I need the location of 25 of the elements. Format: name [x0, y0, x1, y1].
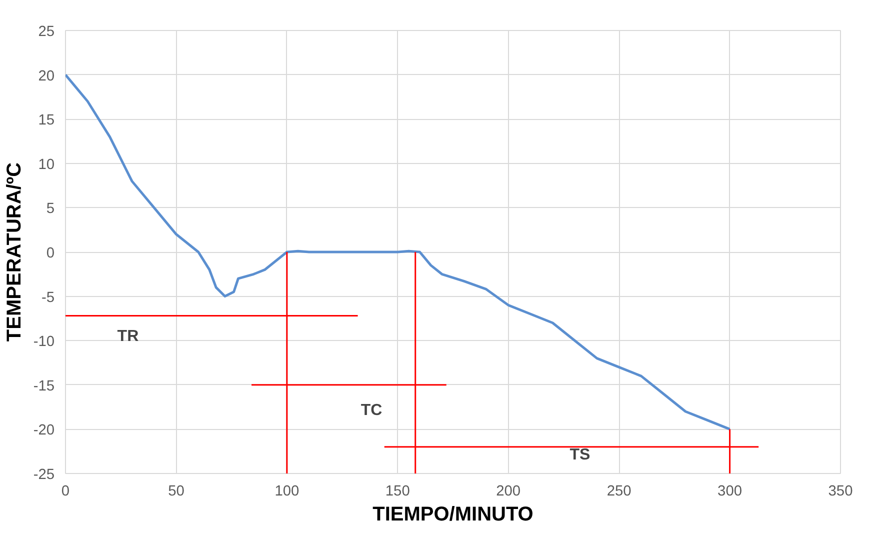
annotation: TC — [360, 402, 383, 419]
y-tick-label: -10 — [33, 334, 55, 350]
annotation: TR — [117, 328, 140, 345]
x-tick-label: 100 — [274, 484, 300, 500]
x-tick-label: 150 — [385, 484, 410, 500]
y-tick-label: 15 — [38, 112, 55, 129]
y-tick-label: -15 — [33, 378, 55, 394]
annotation: TS — [570, 446, 590, 464]
y-axis-title: TEMPERATURA/ºC — [3, 162, 26, 342]
x-tick-label: 250 — [606, 484, 632, 500]
y-tick-label: 0 — [46, 246, 55, 262]
y-tick-label: -5 — [41, 290, 55, 306]
x-axis-title: TIEMPO/MINUTO — [372, 504, 534, 526]
x-tick-label: 50 — [168, 484, 184, 500]
x-tick-label: 0 — [61, 484, 70, 500]
y-tick-label: 10 — [38, 156, 55, 173]
x-tick-label: 300 — [718, 484, 742, 500]
y-tick-label: 5 — [46, 201, 55, 218]
x-tick-label: 350 — [828, 484, 853, 500]
y-tick-label: -20 — [33, 422, 55, 439]
x-tick-label: 200 — [496, 484, 521, 500]
y-tick-label: -25 — [33, 467, 55, 483]
y-tick-label: 25 — [38, 24, 55, 40]
line-series — [66, 74, 732, 430]
y-tick-label: 20 — [38, 68, 55, 84]
